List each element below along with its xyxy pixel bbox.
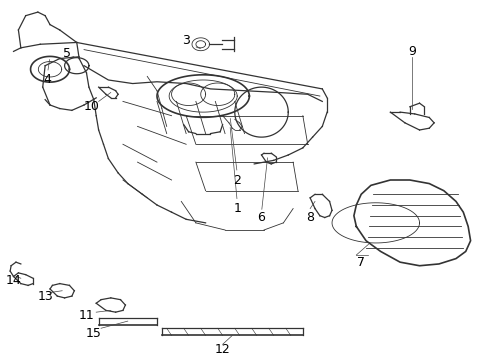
Text: 14: 14: [6, 274, 21, 287]
Text: 2: 2: [233, 174, 241, 186]
Text: 4: 4: [43, 73, 51, 86]
Text: 6: 6: [257, 211, 265, 224]
Text: 12: 12: [214, 343, 230, 356]
Text: 3: 3: [182, 34, 190, 47]
Text: 9: 9: [407, 45, 415, 58]
Text: 8: 8: [305, 211, 313, 224]
Text: 13: 13: [37, 289, 53, 303]
Text: 11: 11: [79, 309, 94, 322]
Text: 7: 7: [356, 256, 365, 269]
Text: 10: 10: [83, 100, 99, 113]
Text: 1: 1: [233, 202, 241, 215]
Text: 15: 15: [86, 327, 102, 340]
Text: 5: 5: [63, 47, 71, 60]
